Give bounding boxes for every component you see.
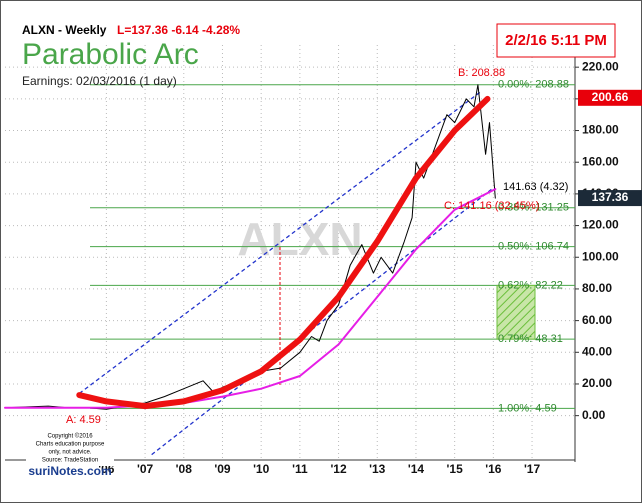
copyright-line: Copyright ©2016 <box>47 433 93 440</box>
annotation: 141.63 (4.32) <box>503 181 568 193</box>
timestamp-box <box>496 23 616 58</box>
fib-label: 0.50%: 106.74 <box>498 240 569 252</box>
chart-title: Parabolic Arc <box>22 38 199 71</box>
y-tick-label: 120.00 <box>582 218 619 232</box>
annotation: B: 208.88 <box>458 67 505 79</box>
x-tick-label: '07 <box>137 462 154 476</box>
timestamp: 2/2/16 5:11 PM <box>505 32 607 49</box>
x-tick-label: '15 <box>447 462 464 476</box>
y-tick-label: 60.00 <box>582 313 612 327</box>
x-tick-label: '09 <box>214 462 231 476</box>
price-tag-label: 200.66 <box>592 90 629 104</box>
y-tick-label: 80.00 <box>582 281 612 295</box>
fib-label: 0.62%: 82.22 <box>498 279 563 291</box>
series-line <box>4 84 496 410</box>
copyright-line: only, not advice. <box>49 450 92 456</box>
fib-label: 0.79%: 48.31 <box>498 333 563 345</box>
price-tag <box>578 190 642 207</box>
quote: L=137.36 -6.14 -4.28% <box>117 23 240 37</box>
fib-label: 0.38%: 131.25 <box>498 202 569 214</box>
y-tick-label: 100.00 <box>582 249 619 263</box>
copyright-box <box>26 430 114 466</box>
annotation: C: 141.16 (32.45%) <box>444 200 539 212</box>
copyright-line: Source: TradeStation <box>42 458 98 464</box>
y-tick-label: 20.00 <box>582 376 612 390</box>
price-tag <box>578 89 642 106</box>
y-tick-label: 0.00 <box>582 408 606 422</box>
x-tick-label: '08 <box>176 462 193 476</box>
x-tick-label: '16 <box>485 462 502 476</box>
annotation: A: 4.59 <box>66 414 101 426</box>
x-tick-label: '11 <box>292 462 308 476</box>
x-tick-label: '17 <box>524 462 541 476</box>
brand: suriNotes.com <box>28 464 111 478</box>
fib-label: 0.00%: 208.88 <box>498 79 569 91</box>
channel-line <box>151 188 493 456</box>
fib-label: 1.00%: 4.59 <box>498 402 557 414</box>
watermark: ALXN <box>237 213 362 265</box>
y-tick-label: 160.00 <box>582 154 619 168</box>
target-zone <box>496 284 536 340</box>
subtitle: Earnings: 02/03/2016 (1 day) <box>22 74 177 88</box>
x-tick-label: '14 <box>408 462 425 476</box>
symbol: ALXN - Weekly <box>22 23 107 37</box>
y-tick-label: 180.00 <box>582 123 619 137</box>
copyright-line: Charts education purpose <box>36 442 105 448</box>
series-line <box>76 95 491 410</box>
price-tag-label: 137.36 <box>592 190 629 204</box>
x-tick-label: '12 <box>330 462 347 476</box>
y-tick-label: 40.00 <box>582 344 612 358</box>
x-tick-label: '10 <box>253 462 270 476</box>
x-tick-label: '13 <box>369 462 386 476</box>
y-tick-label: 220.00 <box>582 59 619 73</box>
